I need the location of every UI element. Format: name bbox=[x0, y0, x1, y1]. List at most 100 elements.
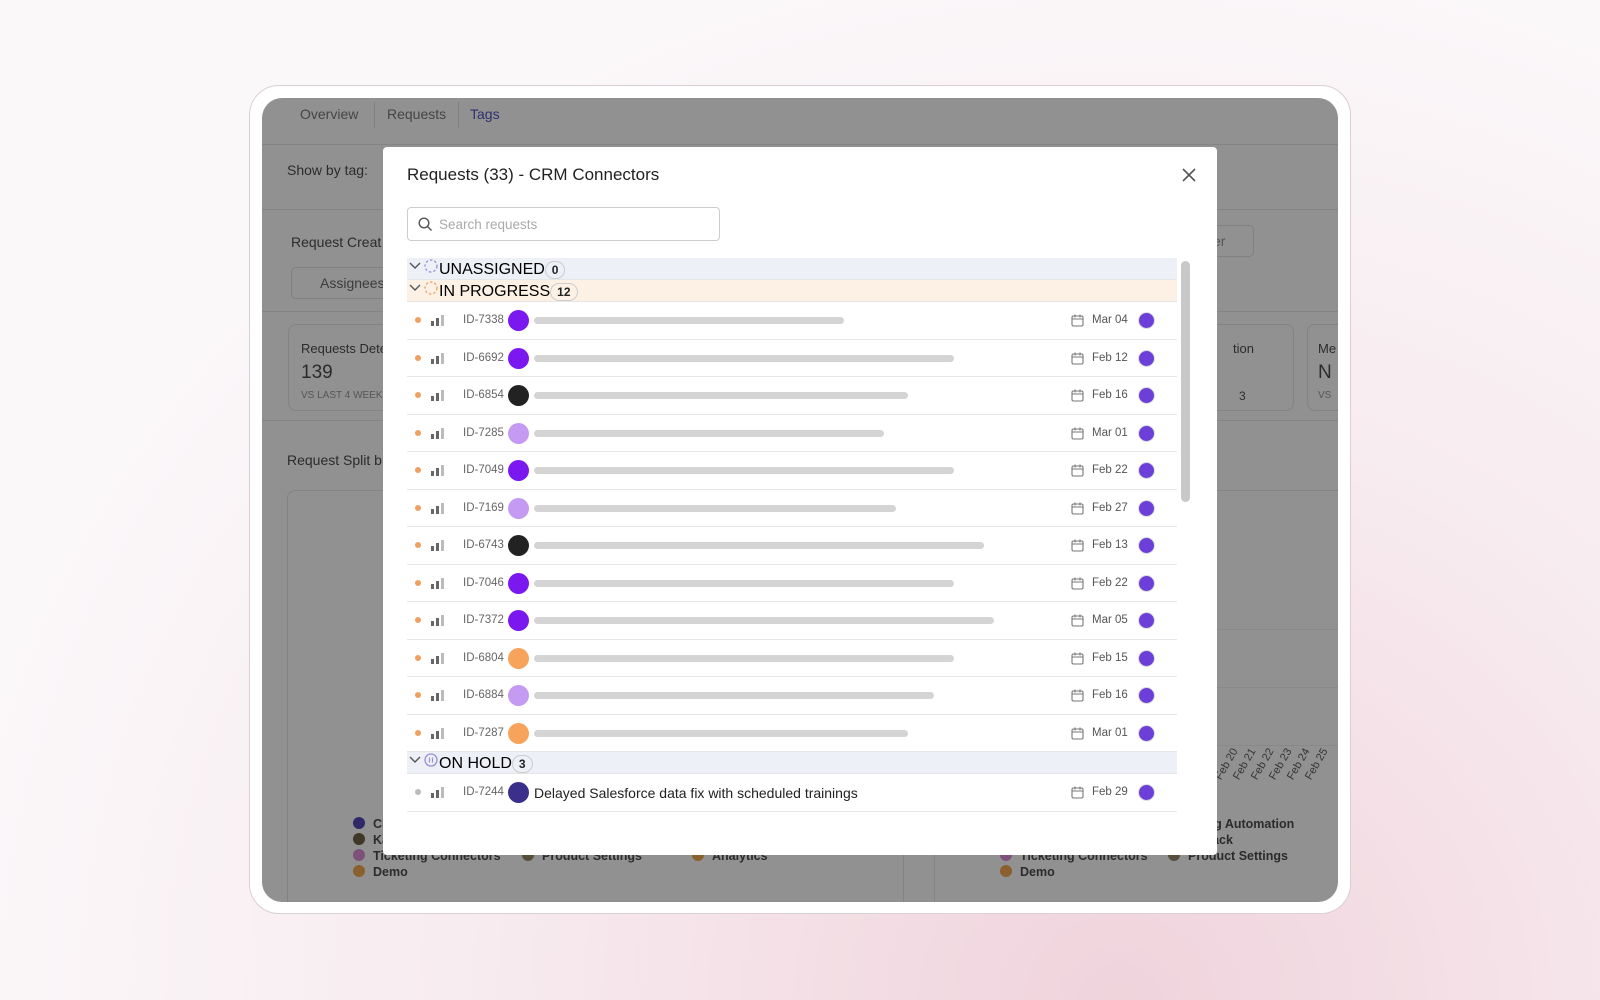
due-date: Feb 13 bbox=[1092, 539, 1128, 551]
due-date: Feb 29 bbox=[1092, 786, 1128, 798]
request-row[interactable]: ID-7285 Mar 01 bbox=[407, 415, 1177, 452]
due-date: Feb 16 bbox=[1092, 689, 1128, 701]
request-row[interactable]: ID-7372 Mar 05 bbox=[407, 602, 1177, 640]
request-id: ID-7046 bbox=[463, 576, 504, 589]
group-header[interactable]: IN PROGRESS 12 bbox=[407, 280, 1177, 302]
due-date: Mar 05 bbox=[1092, 614, 1128, 626]
requester-avatar bbox=[508, 460, 529, 481]
assignee-avatar bbox=[1138, 349, 1155, 367]
request-id: ID-7287 bbox=[463, 726, 504, 739]
requester-avatar bbox=[508, 385, 529, 406]
assignee-avatar bbox=[1138, 424, 1155, 442]
request-row[interactable]: ID-7244 Delayed Salesforce data fix with … bbox=[407, 774, 1177, 812]
title-placeholder bbox=[534, 579, 954, 587]
status-dot bbox=[415, 354, 421, 361]
due-date: Feb 12 bbox=[1092, 351, 1128, 364]
calendar-icon bbox=[1071, 352, 1084, 365]
request-row[interactable]: ID-6743 Feb 13 bbox=[407, 527, 1177, 565]
group-header[interactable]: UNASSIGNED 0 bbox=[407, 258, 1177, 280]
title-placeholder bbox=[534, 504, 896, 512]
calendar-icon bbox=[1071, 786, 1084, 799]
assignee-avatar bbox=[1138, 574, 1155, 592]
calendar-icon bbox=[1071, 577, 1084, 590]
request-row[interactable]: ID-7169 Feb 27 bbox=[407, 490, 1177, 527]
status-dot bbox=[415, 729, 421, 736]
requester-avatar bbox=[508, 310, 529, 331]
status-dot bbox=[415, 579, 421, 586]
priority-icon bbox=[431, 652, 444, 664]
request-id: ID-6804 bbox=[463, 651, 504, 664]
requester-avatar bbox=[508, 610, 529, 631]
calendar-icon bbox=[1071, 652, 1084, 665]
priority-icon bbox=[431, 427, 444, 439]
priority-icon bbox=[431, 352, 444, 364]
request-list: UNASSIGNED 0 IN PROGRESS 12 ID-7338 Mar 04 ID-… bbox=[407, 258, 1177, 832]
assignee-avatar bbox=[1138, 649, 1155, 667]
status-dot bbox=[415, 542, 421, 548]
title-placeholder bbox=[534, 354, 954, 362]
priority-icon bbox=[431, 787, 444, 798]
search-input[interactable]: Search requests bbox=[407, 207, 720, 241]
request-id: ID-6743 bbox=[463, 539, 504, 551]
status-dot bbox=[415, 789, 421, 795]
chevron bbox=[409, 262, 421, 269]
request-row[interactable]: ID-7046 Feb 22 bbox=[407, 565, 1177, 602]
request-id: ID-7049 bbox=[463, 464, 504, 476]
calendar-icon bbox=[1071, 689, 1084, 702]
due-date: Mar 01 bbox=[1092, 426, 1128, 439]
request-row[interactable]: ID-7287 Mar 01 bbox=[407, 715, 1177, 752]
group-label: ON HOLD bbox=[439, 755, 512, 772]
request-id: ID-7244 bbox=[463, 786, 504, 798]
group-count: 0 bbox=[544, 261, 566, 279]
request-row[interactable]: ID-7049 Feb 22 bbox=[407, 452, 1177, 490]
calendar-icon bbox=[1071, 314, 1084, 327]
priority-icon bbox=[431, 727, 444, 739]
priority-icon bbox=[431, 540, 444, 551]
status-dot bbox=[415, 692, 421, 698]
title-placeholder bbox=[534, 467, 954, 474]
calendar-icon bbox=[1071, 464, 1084, 477]
request-id: ID-7338 bbox=[463, 314, 504, 326]
request-row[interactable]: ID-6692 Feb 12 bbox=[407, 340, 1177, 377]
title-placeholder bbox=[534, 542, 984, 549]
due-date: Feb 15 bbox=[1092, 651, 1128, 664]
status-dot bbox=[415, 504, 421, 511]
priority-icon bbox=[431, 502, 444, 514]
group-header[interactable]: ON HOLD 3 bbox=[407, 752, 1177, 774]
request-row[interactable]: ID-6854 Feb 16 bbox=[407, 377, 1177, 415]
request-row[interactable]: ID-7338 Mar 04 bbox=[407, 302, 1177, 340]
requester-avatar bbox=[508, 422, 529, 444]
title-placeholder bbox=[534, 617, 994, 624]
assignee-avatar bbox=[1138, 537, 1155, 554]
title-placeholder bbox=[534, 654, 954, 662]
assignee-avatar bbox=[1138, 462, 1155, 479]
status-dot bbox=[415, 317, 421, 323]
title-placeholder bbox=[534, 429, 884, 437]
request-row[interactable]: ID-6884 Feb 16 bbox=[407, 677, 1177, 715]
due-date: Mar 01 bbox=[1092, 726, 1128, 739]
close-button[interactable] bbox=[1181, 167, 1197, 183]
request-row[interactable]: ID-6804 Feb 15 bbox=[407, 640, 1177, 677]
status-icon bbox=[424, 281, 438, 295]
calendar-icon bbox=[1071, 539, 1084, 552]
group-label: UNASSIGNED bbox=[439, 261, 545, 278]
calendar-icon bbox=[1071, 389, 1084, 402]
priority-icon bbox=[431, 390, 444, 401]
title-placeholder bbox=[534, 729, 908, 737]
title-placeholder bbox=[534, 392, 908, 399]
calendar-icon bbox=[1071, 614, 1084, 627]
assignee-avatar bbox=[1138, 499, 1155, 517]
search-icon bbox=[418, 217, 432, 231]
assignee-avatar bbox=[1138, 724, 1155, 742]
calendar-icon bbox=[1071, 727, 1084, 740]
priority-icon bbox=[431, 615, 444, 626]
priority-icon bbox=[431, 315, 444, 326]
requester-avatar bbox=[508, 722, 529, 744]
due-date: Feb 16 bbox=[1092, 389, 1128, 401]
scrollbar[interactable] bbox=[1181, 261, 1190, 502]
assignee-avatar bbox=[1138, 784, 1155, 801]
due-date: Feb 27 bbox=[1092, 501, 1128, 514]
assignee-avatar bbox=[1138, 387, 1155, 404]
assignee-avatar bbox=[1138, 687, 1155, 704]
